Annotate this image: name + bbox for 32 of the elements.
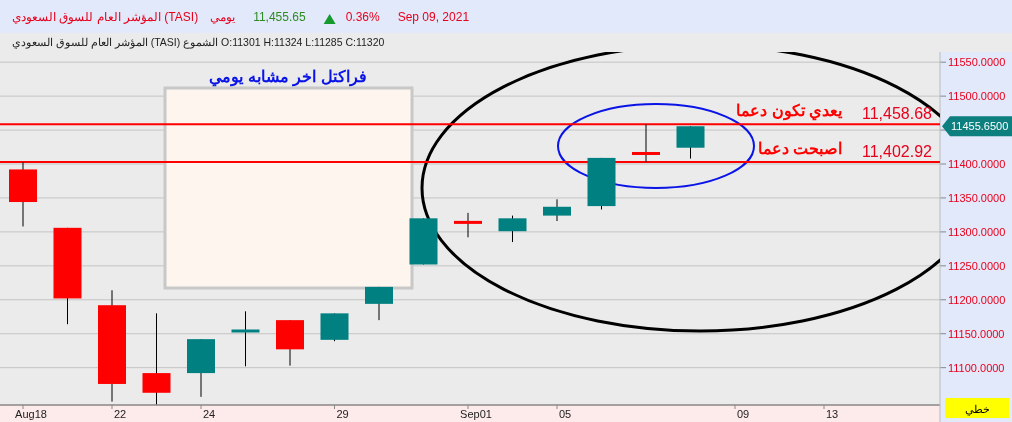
ref-line-label: اصبحت دعما [757,140,842,158]
text: Sep 09, 2021 [397,10,470,24]
x-tick-label: 29 [336,408,349,420]
text: 11,455.65 [253,10,306,24]
text: يومي [210,10,236,24]
x-tick-label: 05 [558,408,572,420]
text: 0.36% [345,10,380,24]
x-tick-label: Sep01 [460,408,492,420]
x-tick-label: 24 [202,408,216,420]
x-tick-label: 09 [736,408,750,420]
annotation: 11,402.92 [862,143,933,161]
x-tick-label: 22 [113,408,127,420]
y-tick-label: 11100.0000 [948,361,1005,374]
annotation: 11,458.68 [862,105,933,123]
y-tick-label: 11500.0000 [948,90,1006,103]
y-tick-label: 11400.0000 [948,158,1006,171]
y-tick-label: 11300.0000 [948,225,1006,238]
y-tick-label: 11150.0000 [948,327,1005,340]
y-tick-label: 11550.0000 [948,56,1006,69]
x-tick-label: Aug18 [15,408,47,420]
candlestick [231,310,260,367]
text: 11455.6500 [951,120,1009,133]
ref-line-label: يعدي تكون دعما [736,102,843,122]
chart-subtitle: المؤشر العام للسوق السعودي (TASI) الشموع O:11301 H:11324 L:11285 C:11320 [12,36,385,49]
y-tick-label: 11350.0000 [948,191,1006,204]
candlestick [454,212,482,238]
text: خطي [964,403,990,416]
chart-title: المؤشر العام للسوق السعودي (TASI) [12,10,199,24]
y-tick-label: 11200.0000 [948,293,1006,306]
annotation: فراكتل اخر مشابه يومي [209,68,367,87]
x-tick-label: 13 [825,408,839,420]
y-tick-label: 11250.0000 [948,259,1006,272]
